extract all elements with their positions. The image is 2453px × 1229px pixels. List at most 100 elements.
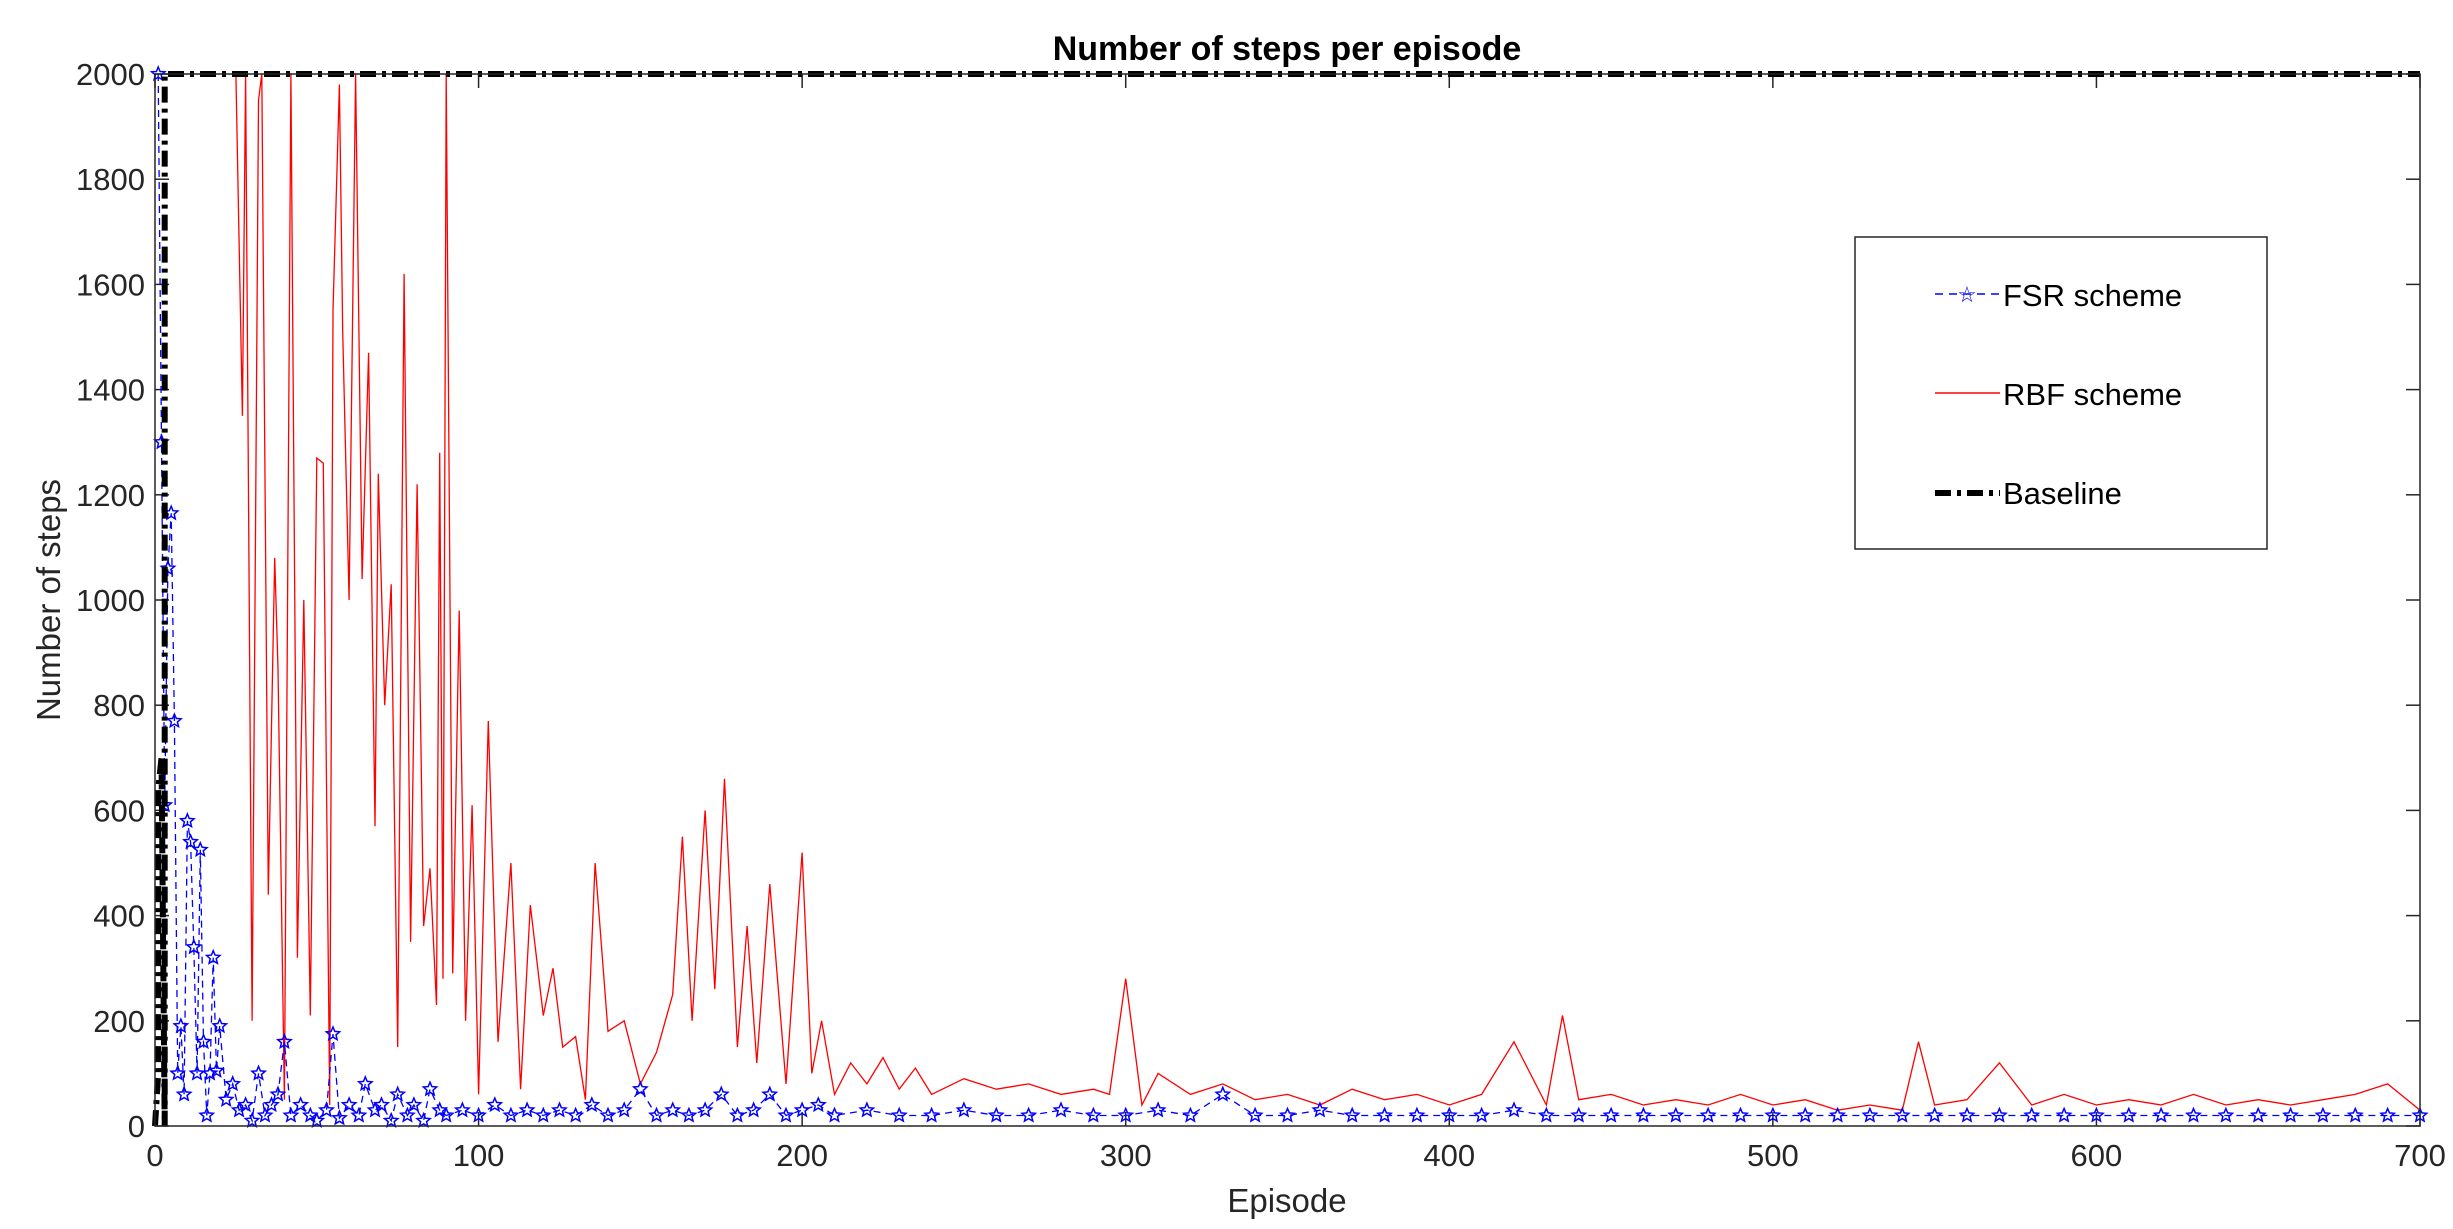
series-fsr-point [1829,1106,1847,1123]
series-rbf-line [235,73,2421,1111]
series-fsr-point [1311,1101,1329,1118]
series-fsr-point [201,1064,219,1081]
series-fsr-point [204,948,222,965]
x-tick-label: 0 [146,1138,163,1173]
series-fsr-point [191,840,209,858]
series-fsr-point [631,1080,649,1097]
legend-item-baseline: Baseline [1935,476,2122,511]
series-fsr-point [502,1106,520,1123]
series-fsr-point [2379,1106,2397,1123]
y-tick-label: 200 [93,1004,145,1039]
series-fsr-point [159,559,177,576]
series-fsr-point [250,1064,268,1081]
series-fsr-point [809,1096,827,1113]
series-fsr-point [1699,1106,1717,1123]
series-fsr-point [356,1074,374,1092]
legend-fsr-marker: ☆ [1957,282,1977,307]
series-fsr-point [256,1106,274,1123]
series-fsr-point [1246,1106,1264,1123]
y-tick-label: 0 [128,1109,145,1144]
series-fsr-point [2346,1106,2364,1123]
series-fsr-point [664,1101,682,1118]
series-fsr-point [825,1106,844,1123]
series-fsr-point [1570,1106,1588,1123]
series-fsr-line [157,73,2420,1124]
y-tick-label: 1400 [76,373,145,408]
series-layer [149,65,2429,1128]
legend-item-fsr: ☆ FSR scheme [1935,278,2182,313]
legend: ☆ FSR scheme RBF scheme Baseline [1854,236,2268,550]
series-fsr-point [2249,1106,2267,1123]
series-fsr-point [1764,1106,1782,1123]
series-fsr-point [195,1032,213,1050]
series-fsr-point [1052,1101,1070,1118]
axis-ticks: 0 100 200 300 400 500 600 700 0 200 400 600 800 1000 1… [76,57,2446,1173]
series-fsr-point [2217,1106,2235,1123]
y-tick-label: 600 [93,793,145,828]
series-fsr-point [437,1106,455,1123]
series-fsr-point [224,1074,242,1092]
series-fsr-point [518,1101,536,1118]
series-fsr-point [648,1106,666,1123]
series-fsr-point [243,1111,261,1128]
series-fsr-point [415,1111,433,1128]
series-fsr-point [2184,1106,2203,1123]
series-fsr-point [1731,1106,1750,1123]
series-fsr-point [262,1096,280,1113]
series-fsr-point [1893,1106,1911,1123]
x-axis-label: Episode [1227,1182,1346,1219]
series-fsr-point [1537,1106,1555,1123]
x-tick-label: 400 [1423,1138,1475,1173]
series-fsr-point [165,712,183,729]
series-fsr-point [890,1106,908,1123]
plot-frame [154,73,2421,1127]
series-fsr-point [1214,1085,1232,1102]
series-fsr-point [2055,1106,2073,1123]
series-fsr-point [237,1096,255,1113]
x-tick-label: 600 [2071,1138,2123,1173]
series-fsr-point [2314,1106,2332,1123]
series-fsr-point [178,811,196,829]
series-fsr-point [185,938,203,955]
series-fsr-point [2023,1106,2041,1123]
series-fsr-point [175,1085,193,1102]
y-tick-label: 1600 [76,267,145,302]
series-fsr-point [1602,1106,1620,1123]
legend-rbf-label: RBF scheme [2003,377,2182,412]
series-fsr-point [340,1096,358,1113]
series-fsr-point [777,1106,795,1123]
series-fsr-point [1278,1106,1297,1123]
series-fsr-point [1020,1106,1038,1123]
series-fsr-point [1181,1106,1199,1123]
series-fsr-point [1796,1106,1814,1123]
y-tick-label: 1000 [76,583,145,618]
series-fsr-point [182,833,200,850]
y-tick-label: 2000 [76,57,145,92]
x-tick-label: 700 [2394,1138,2446,1173]
series-fsr-point [292,1096,310,1113]
series-fsr-point [1473,1106,1491,1123]
series-fsr-point [550,1101,568,1118]
series-fsr-point [230,1101,248,1118]
series-fsr-point [1117,1106,1135,1123]
series-fsr-point [1149,1101,1167,1118]
series-fsr-point [421,1080,439,1097]
series-fsr-point [317,1101,336,1118]
series-fsr-point [1505,1101,1523,1118]
series-fsr-point [793,1101,811,1118]
y-tick-label: 800 [93,688,145,723]
series-fsr-point [534,1106,552,1123]
series-fsr-point [350,1106,368,1123]
series-fsr-point [269,1085,287,1102]
series-fsr-point [389,1085,407,1102]
series-fsr-point [282,1106,300,1123]
x-tick-label: 200 [776,1138,828,1173]
legend-box [1854,236,2268,550]
series-fsr-point [372,1096,391,1113]
y-axis-label: Number of steps [30,479,67,721]
series-fsr-point [583,1096,601,1113]
series-fsr-point [405,1096,423,1113]
series-fsr-point [308,1111,326,1128]
series-fsr-point [330,1109,348,1126]
